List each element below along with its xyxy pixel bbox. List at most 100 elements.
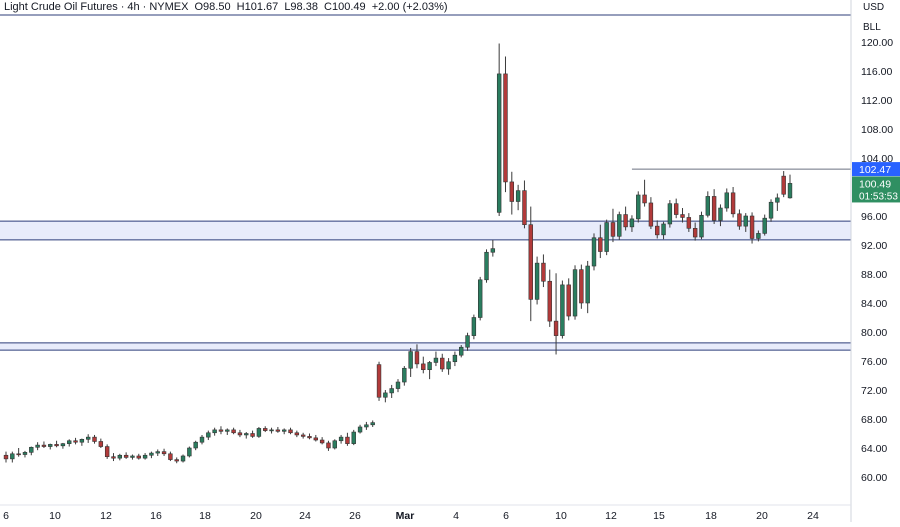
candle-body[interactable]: [427, 362, 432, 371]
candle-body[interactable]: [547, 280, 552, 322]
candle-body[interactable]: [528, 224, 533, 300]
candle-body[interactable]: [300, 434, 306, 437]
candle-body[interactable]: [307, 436, 312, 439]
candle-body[interactable]: [730, 192, 736, 215]
candle-body[interactable]: [357, 426, 363, 433]
price-badge-current[interactable]: [852, 176, 900, 203]
candle-body[interactable]: [29, 446, 34, 453]
candle-body[interactable]: [288, 429, 293, 434]
candle-body[interactable]: [98, 441, 104, 447]
candle-body[interactable]: [79, 438, 85, 443]
candle-body[interactable]: [452, 354, 458, 363]
candle-body[interactable]: [123, 454, 129, 458]
candle-body[interactable]: [553, 320, 559, 336]
candle-body[interactable]: [743, 215, 748, 227]
candle-body[interactable]: [503, 73, 508, 183]
candle-body[interactable]: [263, 428, 268, 431]
candle-body[interactable]: [237, 432, 243, 436]
candle-body[interactable]: [142, 454, 148, 459]
candle-body[interactable]: [294, 432, 300, 436]
candle-body[interactable]: [35, 444, 40, 448]
support-zone[interactable]: [0, 342, 851, 351]
candle-body[interactable]: [509, 181, 515, 202]
candle-body[interactable]: [667, 203, 673, 225]
candle-body[interactable]: [193, 441, 198, 449]
candle-body[interactable]: [579, 269, 584, 304]
candle-body[interactable]: [768, 201, 774, 219]
candle-body[interactable]: [459, 346, 464, 356]
candle-body[interactable]: [313, 437, 319, 441]
candle-body[interactable]: [92, 436, 97, 442]
candle-body[interactable]: [180, 455, 186, 462]
candle-body[interactable]: [60, 443, 66, 447]
candle-body[interactable]: [338, 436, 344, 442]
candle-body[interactable]: [383, 392, 388, 398]
candle-body[interactable]: [572, 269, 578, 317]
candle-body[interactable]: [692, 228, 698, 238]
candle-body[interactable]: [421, 363, 426, 370]
candle-body[interactable]: [775, 197, 780, 203]
candle-body[interactable]: [440, 357, 445, 370]
candle-body[interactable]: [673, 203, 679, 215]
candle-body[interactable]: [560, 284, 565, 336]
candle-body[interactable]: [598, 237, 603, 252]
candle-body[interactable]: [174, 459, 179, 462]
candle-body[interactable]: [661, 223, 666, 236]
candle-body[interactable]: [604, 222, 609, 252]
candle-body[interactable]: [787, 183, 793, 199]
interval-label[interactable]: 4h: [127, 1, 140, 13]
candle-body[interactable]: [269, 429, 274, 432]
candle-body[interactable]: [275, 429, 281, 432]
candle-body[interactable]: [218, 429, 224, 432]
candle-body[interactable]: [351, 431, 356, 444]
symbol-title[interactable]: Light Crude Oil Futures: [4, 1, 118, 13]
candle-body[interactable]: [585, 265, 590, 304]
candle-body[interactable]: [281, 429, 287, 432]
candle-body[interactable]: [515, 190, 521, 202]
candle-body[interactable]: [130, 455, 135, 458]
unit-label[interactable]: BLL: [863, 22, 881, 33]
candle-body[interactable]: [345, 436, 350, 444]
candle-body[interactable]: [610, 222, 616, 237]
candle-body[interactable]: [389, 388, 394, 394]
candle-body[interactable]: [655, 225, 660, 236]
candle-body[interactable]: [73, 440, 78, 443]
candle-body[interactable]: [231, 429, 236, 434]
candle-body[interactable]: [496, 73, 502, 213]
candle-body[interactable]: [67, 440, 72, 444]
candle-body[interactable]: [699, 214, 704, 238]
candle-body[interactable]: [629, 218, 635, 228]
candle-body[interactable]: [104, 446, 110, 457]
candle-body[interactable]: [10, 453, 15, 460]
candle-body[interactable]: [762, 217, 767, 234]
candle-body[interactable]: [781, 175, 786, 195]
candle-body[interactable]: [642, 194, 647, 204]
candle-body[interactable]: [522, 190, 527, 226]
candle-body[interactable]: [364, 424, 369, 428]
candle-body[interactable]: [705, 196, 711, 216]
candle-body[interactable]: [623, 214, 628, 228]
candle-body[interactable]: [332, 440, 337, 449]
candle-body[interactable]: [370, 422, 375, 426]
candle-body[interactable]: [3, 454, 9, 460]
candle-body[interactable]: [149, 452, 154, 456]
candle-body[interactable]: [471, 317, 477, 336]
candle-body[interactable]: [686, 217, 692, 229]
currency-label[interactable]: USD: [863, 2, 885, 13]
candle-body[interactable]: [225, 429, 230, 432]
candle-body[interactable]: [446, 361, 451, 370]
candle-body[interactable]: [212, 429, 217, 434]
candle-body[interactable]: [591, 237, 597, 267]
candle-body[interactable]: [395, 381, 401, 389]
candle-body[interactable]: [41, 444, 47, 447]
price-badge-resistance[interactable]: [852, 162, 900, 177]
candle-body[interactable]: [636, 194, 641, 220]
candle-body[interactable]: [617, 214, 622, 237]
candle-body[interactable]: [724, 192, 729, 209]
candle-body[interactable]: [711, 196, 717, 221]
candle-body[interactable]: [566, 284, 571, 317]
candle-body[interactable]: [187, 447, 192, 457]
candle-body[interactable]: [54, 444, 59, 447]
candle-body[interactable]: [111, 456, 116, 459]
